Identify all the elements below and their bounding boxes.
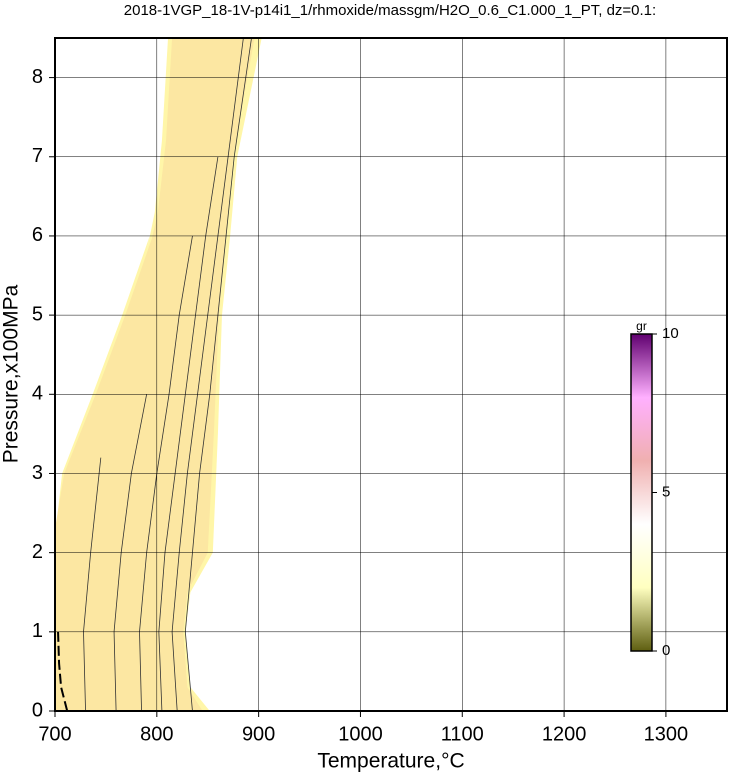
x-tick-label: 900	[242, 723, 275, 745]
colorbar	[630, 333, 653, 652]
y-tick-label: 7	[32, 145, 43, 167]
colorbar-label: gr	[636, 319, 647, 333]
x-tick-label: 1300	[644, 723, 689, 745]
contour-line	[57, 631, 69, 712]
y-tick-label: 4	[32, 383, 43, 405]
chart-title: 2018-1VGP_18-1V-p14i1_1/rhmoxide/massgm/…	[124, 2, 656, 19]
contour-line	[83, 457, 102, 712]
contour-line	[158, 156, 219, 712]
plot-frame	[54, 37, 728, 712]
y-tick-label: 8	[32, 66, 43, 88]
colorbar-tick-label: 5	[662, 483, 670, 500]
x-tick-label: 1100	[441, 723, 484, 745]
x-tick-label: 1200	[542, 723, 587, 745]
colorbar-tick-label: 0	[662, 642, 670, 659]
y-tick-label: 0	[32, 699, 43, 721]
y-tick-label: 2	[32, 541, 43, 563]
colorbar-tick-label: 10	[662, 325, 679, 342]
y-tick-label: 5	[32, 303, 43, 325]
x-axis-label: Temperature,°C	[317, 750, 464, 773]
y-tick-label: 1	[32, 620, 43, 642]
y-tick-label: 6	[32, 224, 43, 246]
x-tick-label: 700	[38, 723, 71, 745]
y-tick-label: 3	[32, 462, 43, 484]
x-tick-label: 800	[140, 723, 173, 745]
contour-region	[55, 38, 255, 711]
x-tick-label: 1000	[338, 723, 383, 745]
y-axis-label: Pressure,x100MPa	[0, 284, 23, 463]
